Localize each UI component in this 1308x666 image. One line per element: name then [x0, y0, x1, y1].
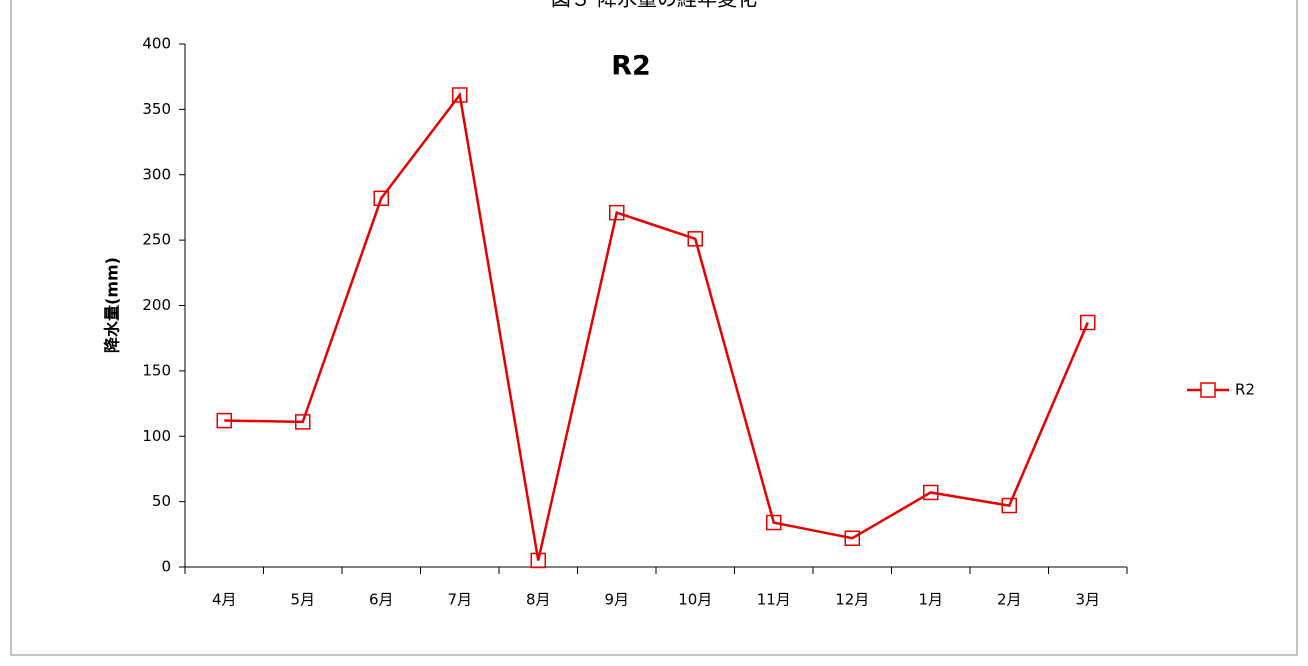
data-point: [530, 552, 546, 569]
x-tick-label: 5月: [290, 591, 315, 609]
y-tick-label: 300: [142, 165, 171, 183]
data-point: [923, 484, 939, 501]
x-tick-label: 2月: [997, 591, 1022, 609]
data-point: [687, 231, 703, 247]
x-tick-label: 12月: [835, 591, 869, 609]
x-tick-label: 4月: [212, 591, 237, 609]
x-tick-label: 9月: [604, 591, 629, 609]
data-point: [373, 190, 389, 207]
data-point: [1001, 497, 1017, 514]
data-point: [766, 514, 782, 531]
data-point: [216, 412, 232, 429]
x-tick-label: 11月: [757, 591, 791, 609]
x-tick-label: 7月: [447, 591, 472, 609]
chart-frame: [10, 0, 1298, 656]
y-tick-label: 100: [142, 427, 171, 445]
data-point: [844, 530, 860, 546]
y-tick-label: 250: [142, 231, 171, 249]
y-tick-label: 50: [152, 492, 171, 510]
y-tick-label: 0: [161, 558, 171, 576]
y-tick-label: 400: [142, 35, 171, 53]
legend-marker: [1200, 382, 1216, 398]
y-tick-label: 350: [142, 100, 171, 118]
x-tick-label: 8月: [526, 591, 551, 609]
y-tick-label: 150: [142, 361, 171, 379]
figure-caption: 図３ 降水量の経年変化: [551, 0, 757, 11]
y-axis-label: 降水量(mm): [103, 257, 122, 353]
legend-label: R2: [1235, 381, 1255, 399]
x-tick-label: 1月: [918, 591, 943, 609]
data-line: [224, 91, 1089, 561]
data-point: [609, 204, 625, 221]
x-tick-label: 10月: [678, 591, 712, 609]
data-point: [452, 87, 468, 103]
x-tick-label: 6月: [369, 591, 394, 609]
data-point: [1080, 314, 1096, 331]
data-point: [295, 414, 311, 430]
x-tick-label: 3月: [1075, 591, 1100, 609]
y-tick-label: 200: [142, 296, 171, 314]
chart-title: R2: [611, 51, 651, 82]
